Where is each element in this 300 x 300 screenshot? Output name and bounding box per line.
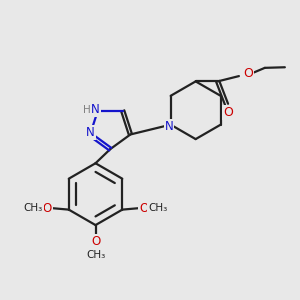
Text: O: O [139,202,148,215]
Text: O: O [223,106,233,119]
Text: CH₃: CH₃ [24,203,43,213]
Text: CH₃: CH₃ [86,250,105,260]
Text: N: N [91,103,100,116]
Text: N: N [86,126,95,139]
Text: O: O [91,235,100,248]
Text: O: O [43,202,52,215]
Text: O: O [243,67,253,80]
Text: H: H [83,105,91,115]
Text: CH₃: CH₃ [148,203,167,213]
Text: N: N [165,120,174,133]
